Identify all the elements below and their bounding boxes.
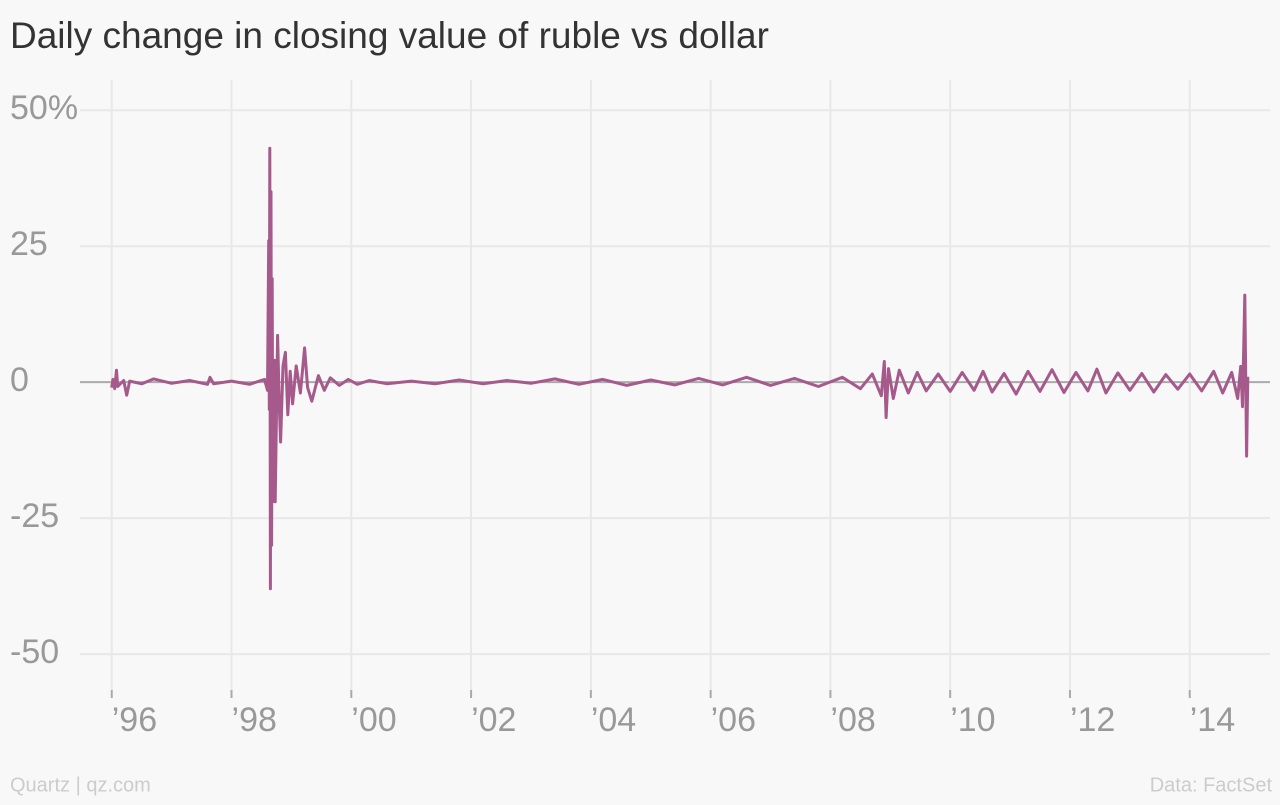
line-series (110, 146, 1250, 591)
x-tick-label: ’04 (591, 701, 636, 739)
x-tick-label: ’00 (351, 701, 396, 739)
x-tick-label: ’10 (950, 701, 995, 739)
x-tick-label: ’12 (1070, 701, 1115, 739)
y-tick-label: -50 (10, 633, 59, 671)
x-tick-label: ’98 (232, 701, 277, 739)
y-tick-label: 50% (10, 89, 78, 127)
y-tick-label: 25 (10, 225, 48, 263)
chart-title: Daily change in closing value of ruble v… (10, 15, 769, 56)
x-tick-label: ’96 (112, 701, 157, 739)
y-tick-label: -25 (10, 497, 59, 535)
x-tick-label: ’02 (471, 701, 516, 739)
x-tick-label: ’14 (1190, 701, 1235, 739)
source-right: Data: FactSet (1150, 774, 1273, 796)
x-tick-label: ’06 (711, 701, 756, 739)
x-tick-label: ’08 (830, 701, 875, 739)
source-left: Quartz | qz.com (10, 774, 151, 796)
y-tick-label: 0 (10, 361, 29, 399)
